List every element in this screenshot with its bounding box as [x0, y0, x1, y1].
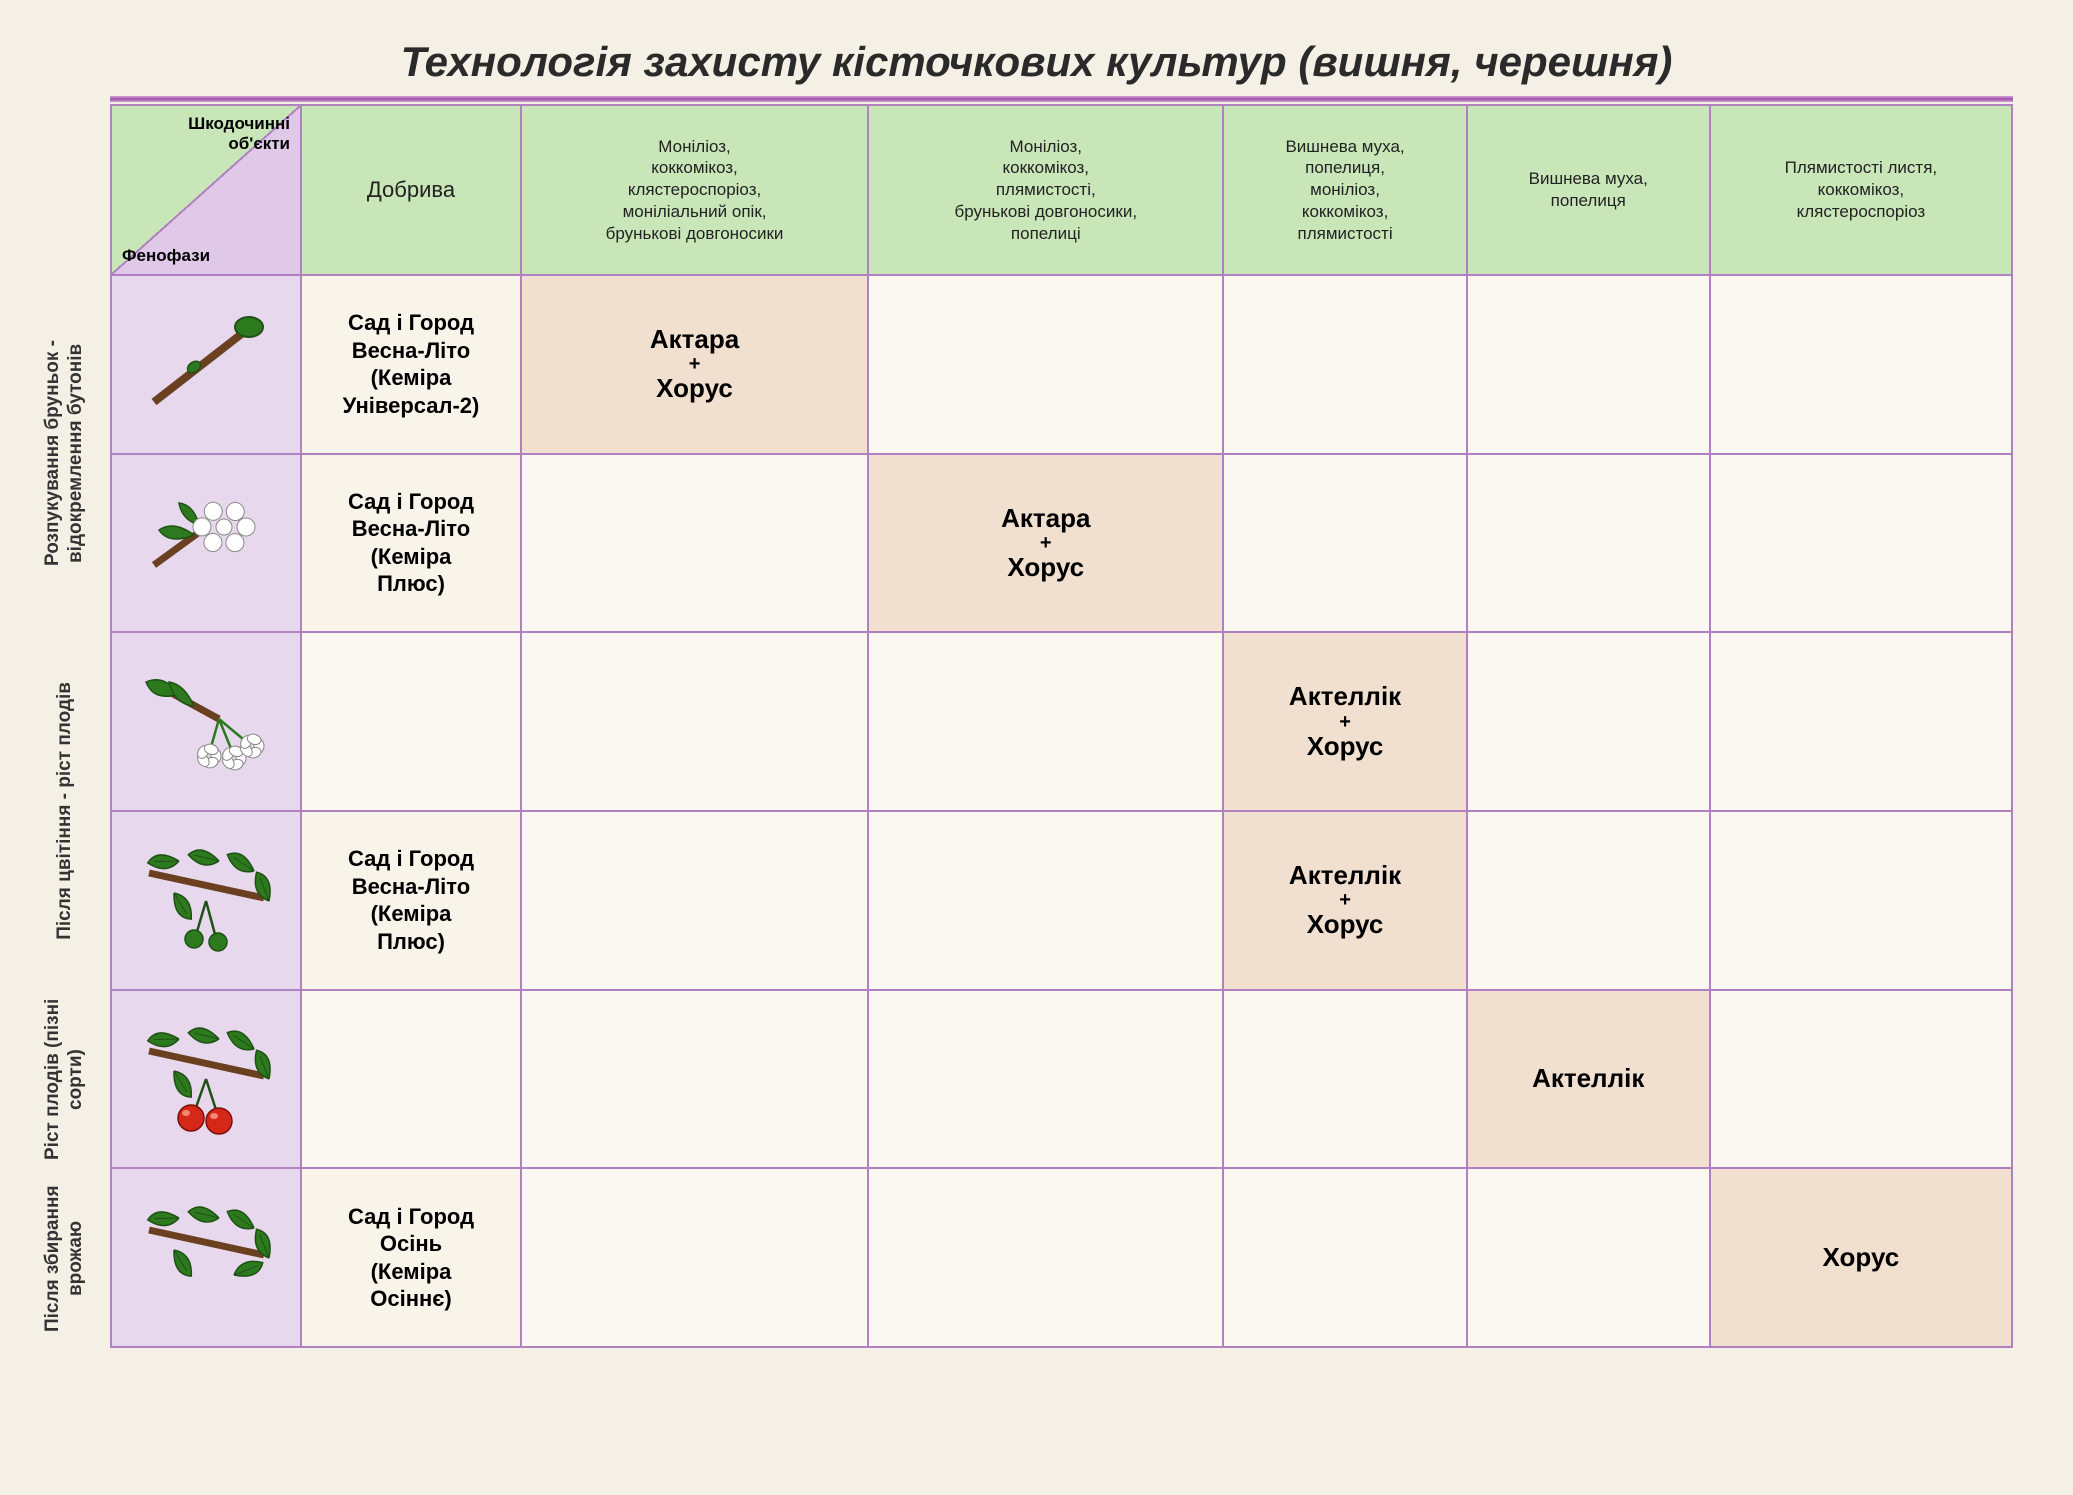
phase-label: Розпукування бруньок - відокремлення бут…	[20, 274, 110, 632]
treatment-cell: Актара+Хорус	[868, 454, 1223, 633]
table-row: Актеллік+Хорус	[111, 632, 2012, 811]
treatment-cell	[1467, 275, 1710, 454]
treatment-cell: Хорус	[1710, 1168, 2012, 1347]
phase-icon-cell	[111, 990, 301, 1169]
fertilizer-cell: Сад і Город Весна-Літо (КеміраУніверсал-…	[301, 275, 521, 454]
treatment-cell	[868, 811, 1223, 990]
treatment-cell	[521, 811, 868, 990]
treatment-cell	[868, 275, 1223, 454]
table-row: Актеллік	[111, 990, 2012, 1169]
treatment-cell	[868, 632, 1223, 811]
treatment-cell	[521, 632, 868, 811]
treatment-cell	[868, 1168, 1223, 1347]
content-wrap: Розпукування бруньок - відокремлення бут…	[20, 104, 2053, 1348]
treatment-cell	[1223, 454, 1466, 633]
rotated-label-spacer	[20, 104, 110, 274]
treatment-cell	[1467, 632, 1710, 811]
divider	[110, 96, 2013, 102]
fertilizer-cell: Сад і Город Весна-Літо (КеміраПлюс)	[301, 454, 521, 633]
corner-top-label: Шкодочинніоб'єкти	[188, 114, 290, 153]
treatment-cell	[1223, 275, 1466, 454]
treatment-cell	[1467, 811, 1710, 990]
page-title: Технологія захисту кісточкових культур (…	[20, 20, 2053, 96]
fertilizer-cell	[301, 990, 521, 1169]
table-row: Сад і Город Весна-Літо (КеміраПлюс) Актар…	[111, 454, 2012, 633]
treatment-cell: Актара+Хорус	[521, 275, 868, 454]
phase-label: Ріст плодів (пізні сорти)	[20, 990, 110, 1169]
phase-label: Після збирання врожаю	[20, 1169, 110, 1348]
header-pest-2: Моніліоз,коккомікоз,плямистості,бруньков…	[868, 105, 1223, 275]
header-fertilizer: Добрива	[301, 105, 521, 275]
rotated-labels-column: Розпукування бруньок - відокремлення бут…	[20, 104, 110, 1348]
corner-bottom-label: Фенофази	[122, 246, 210, 266]
fertilizer-cell: Сад і Город Весна-Літо (КеміраПлюс)	[301, 811, 521, 990]
fertilizer-cell: Сад і Город Осінь (КеміраОсіннє)	[301, 1168, 521, 1347]
treatment-cell	[1710, 811, 2012, 990]
phase-icon-cell	[111, 811, 301, 990]
treatment-cell	[1467, 1168, 1710, 1347]
header-pest-3: Вишнева муха,попелиця,моніліоз,коккоміко…	[1223, 105, 1466, 275]
table-body: Сад і Город Весна-Літо (КеміраУніверсал-…	[111, 275, 2012, 1347]
header-pest-5: Плямистості листя,коккомікоз,клястероспо…	[1710, 105, 2012, 275]
phase-icon-cell	[111, 1168, 301, 1347]
treatment-cell	[1223, 990, 1466, 1169]
phase-icon-cell	[111, 275, 301, 454]
phase-icon-cell	[111, 454, 301, 633]
treatment-cell	[1467, 454, 1710, 633]
treatment-cell	[1710, 275, 2012, 454]
treatment-cell: Актеллік+Хорус	[1223, 632, 1466, 811]
treatment-cell	[1223, 1168, 1466, 1347]
treatment-cell	[1710, 454, 2012, 633]
phase-icon-cell	[111, 632, 301, 811]
phase-label: Після цвітіння - ріст плодів	[20, 632, 110, 990]
header-pest-1: Моніліоз,коккомікоз,клястероспоріоз,моні…	[521, 105, 868, 275]
treatment-cell: Актеллік+Хорус	[1223, 811, 1466, 990]
table-row: Сад і Город Весна-Літо (КеміраУніверсал-…	[111, 275, 2012, 454]
treatment-cell	[868, 990, 1223, 1169]
table-row: Сад і Город Осінь (КеміраОсіннє) Хорус	[111, 1168, 2012, 1347]
protection-table: Шкодочинніоб'єкти Фенофази ДобриваМонілі…	[110, 104, 2013, 1348]
treatment-cell	[1710, 990, 2012, 1169]
page: Технологія захисту кісточкових культур (…	[20, 20, 2053, 1348]
fertilizer-cell	[301, 632, 521, 811]
table-row: Сад і Город Весна-Літо (КеміраПлюс) Актел…	[111, 811, 2012, 990]
treatment-cell	[521, 454, 868, 633]
treatment-cell	[521, 990, 868, 1169]
treatment-cell: Актеллік	[1467, 990, 1710, 1169]
header-pest-4: Вишнева муха,попелиця	[1467, 105, 1710, 275]
treatment-cell	[521, 1168, 868, 1347]
corner-cell: Шкодочинніоб'єкти Фенофази	[111, 105, 301, 275]
header-row: Шкодочинніоб'єкти Фенофази ДобриваМонілі…	[111, 105, 2012, 275]
treatment-cell	[1710, 632, 2012, 811]
